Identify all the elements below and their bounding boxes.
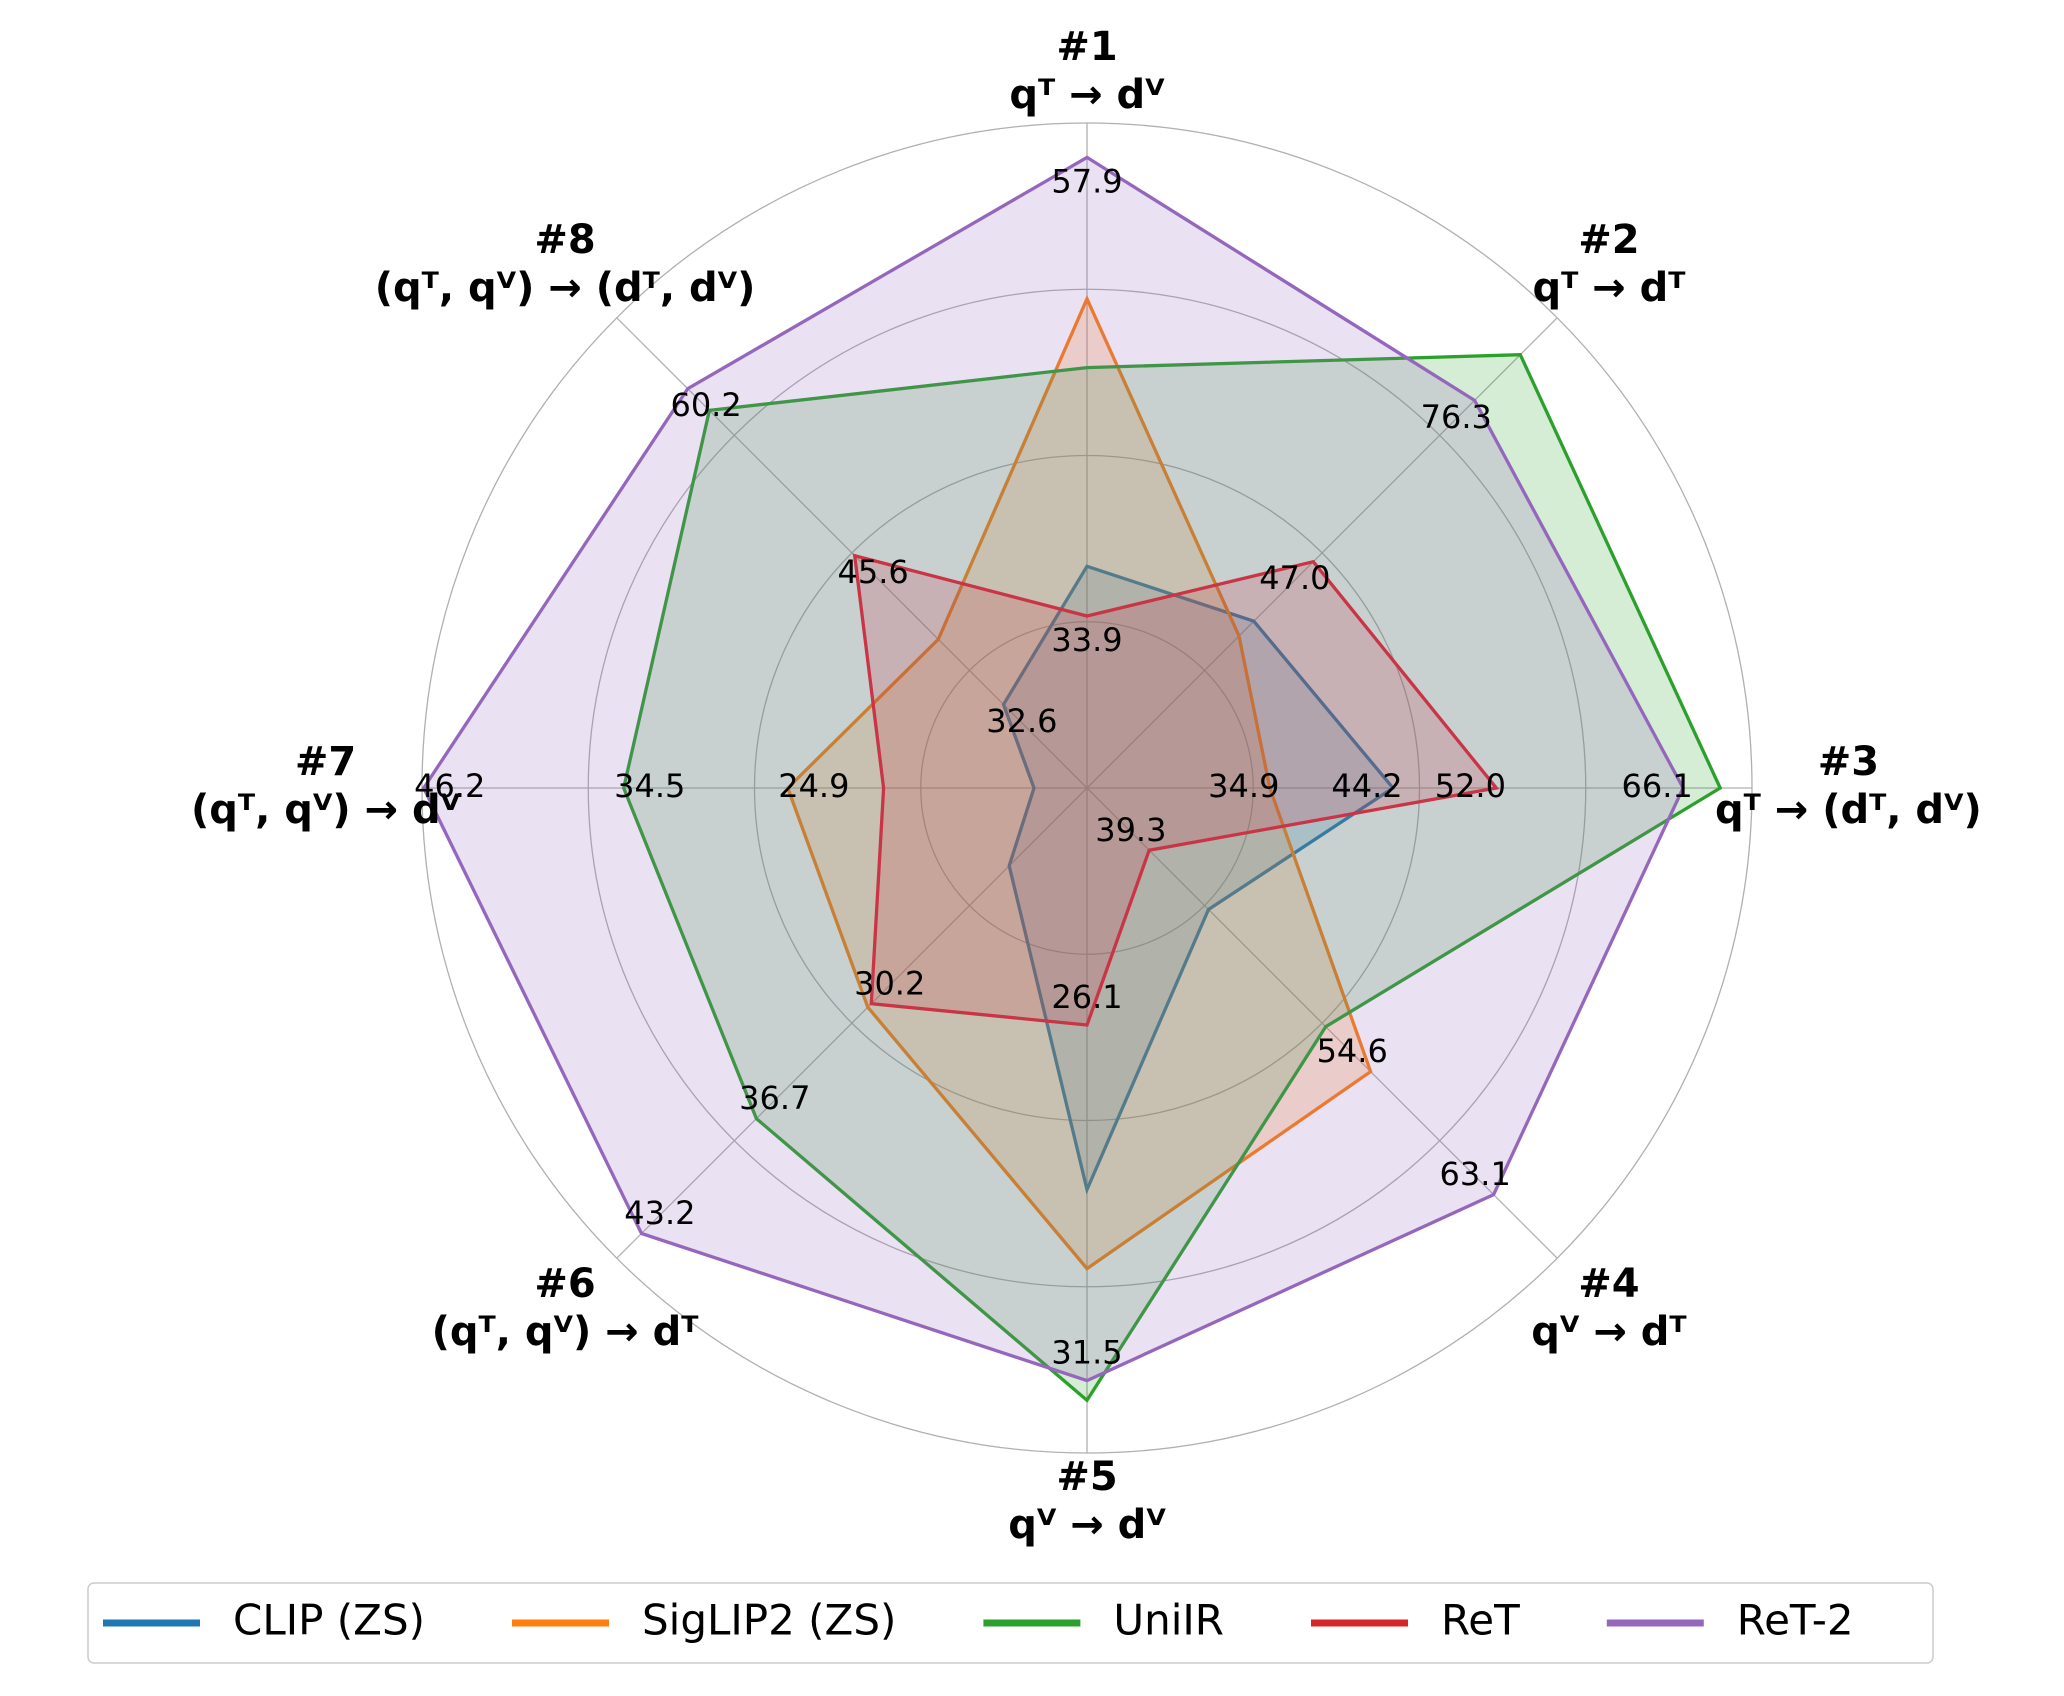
value-label: 47.0 xyxy=(1259,559,1330,597)
axis-label: #1 xyxy=(1056,24,1117,70)
value-label: 39.3 xyxy=(1095,811,1166,849)
series-area xyxy=(785,294,1373,1271)
value-label: 34.9 xyxy=(1208,767,1279,805)
legend-label: CLIP (ZS) xyxy=(233,1596,425,1645)
value-label: 34.5 xyxy=(614,767,685,805)
spoke xyxy=(616,317,1088,789)
legend-label: SigLIP2 (ZS) xyxy=(642,1596,896,1645)
value-label: 26.1 xyxy=(1051,978,1122,1016)
spoke xyxy=(1086,787,1558,1259)
axis-label: #2 xyxy=(1578,217,1639,263)
legend-label: ReT xyxy=(1441,1596,1520,1645)
value-label: 30.2 xyxy=(854,964,925,1002)
spoke xyxy=(1086,317,1558,789)
value-label: 60.2 xyxy=(670,386,741,424)
legend: CLIP (ZS) SigLIP2 (ZS) UniIR ReT ReT-2 xyxy=(87,1582,1934,1664)
axis-subtitle: qᵀ → dᵀ xyxy=(1532,265,1686,311)
axis-subtitle: (qᵀ, qⱽ) → (dᵀ, dⱽ) xyxy=(375,265,756,311)
series-area xyxy=(1001,564,1396,1195)
axis-label: #8 xyxy=(534,217,595,263)
value-label: 66.1 xyxy=(1621,767,1692,805)
label-layer: #1qᵀ → dⱽ#2qᵀ → dᵀ#3qᵀ → (dᵀ, dⱽ)#4qⱽ → … xyxy=(191,24,1982,1548)
legend-label: UniIR xyxy=(1113,1596,1224,1645)
value-label: 54.6 xyxy=(1317,1032,1388,1070)
value-label: 36.7 xyxy=(739,1079,810,1117)
value-label: 31.5 xyxy=(1051,1334,1122,1372)
axis-label: #5 xyxy=(1056,1454,1117,1500)
value-label: 32.6 xyxy=(986,702,1057,740)
value-label: 76.3 xyxy=(1421,398,1492,436)
axis-subtitle: (qᵀ, qⱽ) → dⱽ xyxy=(191,787,461,833)
axis-label: #6 xyxy=(534,1261,595,1307)
series-area xyxy=(421,155,1685,1383)
value-label: 63.1 xyxy=(1440,1155,1511,1193)
value-label: 46.2 xyxy=(414,767,485,805)
legend-label: ReT-2 xyxy=(1737,1596,1854,1645)
series-area xyxy=(621,353,1723,1403)
value-label: 57.9 xyxy=(1051,162,1122,200)
axis-label: #7 xyxy=(295,739,356,785)
value-label: 33.9 xyxy=(1051,621,1122,659)
axis-subtitle: qⱽ → dⱽ xyxy=(1008,1502,1166,1548)
axis-subtitle: qᵀ → (dᵀ, dⱽ) xyxy=(1715,787,1982,833)
value-label: 52.0 xyxy=(1435,767,1506,805)
value-label: 24.9 xyxy=(778,767,849,805)
axis-subtitle: qⱽ → dᵀ xyxy=(1531,1309,1687,1355)
axis-subtitle: qᵀ → dⱽ xyxy=(1009,72,1165,118)
value-label: 45.6 xyxy=(838,553,909,591)
value-label: 44.2 xyxy=(1331,767,1402,805)
axis-subtitle: (qᵀ, qⱽ) → dᵀ xyxy=(432,1309,700,1355)
axis-label: #3 xyxy=(1818,739,1879,785)
value-label: 43.2 xyxy=(624,1194,695,1232)
series-layer xyxy=(421,155,1723,1403)
axis-label: #4 xyxy=(1578,1261,1639,1307)
series-area xyxy=(852,553,1500,1027)
